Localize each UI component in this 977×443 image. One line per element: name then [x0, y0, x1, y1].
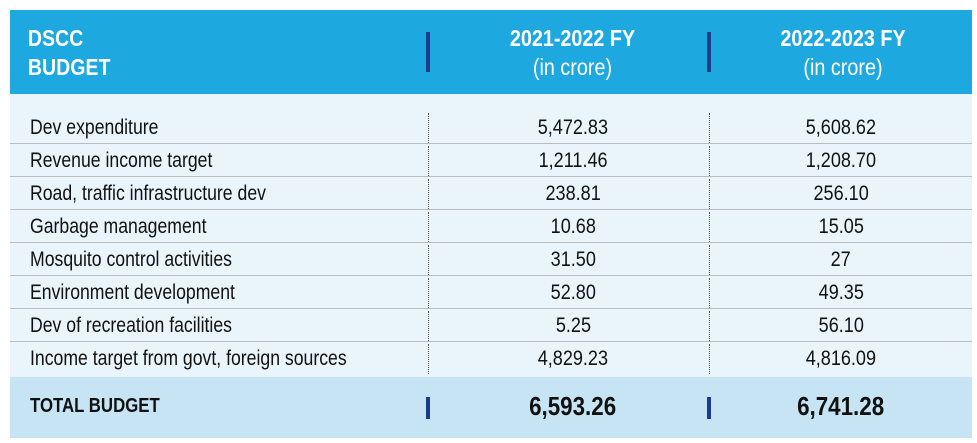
header-divider-2 — [707, 32, 711, 72]
table-row: Dev of recreation facilities 5.25 56.10 — [10, 309, 972, 342]
row-label: Garbage management — [30, 215, 207, 238]
column-header-2022-2023: 2022-2023 FY (in crore) — [712, 24, 972, 82]
value-2021-2022: 5.25 — [555, 314, 591, 337]
total-divider-2 — [707, 397, 711, 419]
column-divider — [428, 113, 429, 143]
title-line-1: DSCC — [28, 25, 84, 51]
value-2022-2023: 1,208.70 — [805, 149, 877, 172]
column-divider — [709, 212, 710, 242]
value-2021-2022: 10.68 — [550, 215, 596, 238]
row-label: Dev of recreation facilities — [30, 314, 232, 337]
value-2021-2022: 52.80 — [550, 281, 596, 304]
column-divider — [709, 245, 710, 275]
column-header-year: 2021-2022 FY — [509, 25, 636, 51]
table-row: Dev expenditure 5,472.83 5,608.62 — [10, 111, 972, 144]
row-label: Environment development — [30, 281, 235, 304]
row-label: Revenue income target — [30, 149, 213, 172]
column-header-unit: (in crore) — [803, 54, 883, 80]
total-row: TOTAL BUDGET 6,593.26 6,741.28 — [10, 377, 972, 438]
column-divider — [709, 179, 710, 209]
column-divider — [709, 311, 710, 341]
column-divider — [428, 311, 429, 341]
header-divider-1 — [426, 32, 430, 72]
column-divider — [428, 212, 429, 242]
table-row: Road, traffic infrastructure dev 238.81 … — [10, 177, 972, 210]
value-2021-2022: 238.81 — [545, 182, 601, 205]
value-2022-2023: 256.10 — [813, 182, 869, 205]
table-row: Income target from govt, foreign sources… — [10, 342, 972, 375]
column-divider — [709, 344, 710, 374]
column-divider — [428, 245, 429, 275]
total-label: TOTAL BUDGET — [30, 395, 160, 417]
budget-table: DSCC BUDGET 2021-2022 FY (in crore) 2022… — [10, 10, 972, 438]
value-2021-2022: 5,472.83 — [537, 116, 609, 139]
row-label: Road, traffic infrastructure dev — [30, 182, 266, 205]
column-divider — [428, 146, 429, 176]
value-2022-2023: 27 — [830, 248, 852, 271]
column-header-unit: (in crore) — [532, 54, 613, 80]
column-divider — [709, 146, 710, 176]
table-row: Garbage management 10.68 15.05 — [10, 210, 972, 243]
table-row: Environment development 52.80 49.35 — [10, 276, 972, 309]
value-2022-2023: 49.35 — [818, 281, 864, 304]
title-line-2: BUDGET — [28, 54, 111, 80]
value-2022-2023: 4,816.09 — [805, 347, 877, 370]
column-header-year: 2022-2023 FY — [780, 25, 906, 51]
table-body: Dev expenditure 5,472.83 5,608.62 Revenu… — [10, 111, 972, 375]
column-divider — [709, 113, 710, 143]
table-row: Mosquito control activities 31.50 27 — [10, 243, 972, 276]
column-divider — [428, 179, 429, 209]
row-label: Dev expenditure — [30, 116, 159, 139]
table-header: DSCC BUDGET 2021-2022 FY (in crore) 2022… — [10, 10, 972, 94]
row-label: Mosquito control activities — [30, 248, 232, 271]
value-2022-2023: 56.10 — [818, 314, 864, 337]
column-header-2021-2022: 2021-2022 FY (in crore) — [430, 24, 715, 82]
value-2022-2023: 15.05 — [818, 215, 864, 238]
column-divider — [709, 278, 710, 308]
value-2021-2022: 31.50 — [550, 248, 596, 271]
value-2021-2022: 1,211.46 — [538, 149, 608, 172]
total-2022-2023: 6,741.28 — [797, 391, 885, 421]
total-2021-2022: 6,593.26 — [529, 391, 617, 421]
row-label: Income target from govt, foreign sources — [30, 347, 347, 370]
value-2021-2022: 4,829.23 — [537, 347, 609, 370]
total-divider-1 — [426, 397, 430, 419]
table-row: Revenue income target 1,211.46 1,208.70 — [10, 144, 972, 177]
column-divider — [428, 278, 429, 308]
table-title: DSCC BUDGET — [28, 24, 111, 82]
column-divider — [428, 344, 429, 374]
value-2022-2023: 5,608.62 — [805, 116, 877, 139]
